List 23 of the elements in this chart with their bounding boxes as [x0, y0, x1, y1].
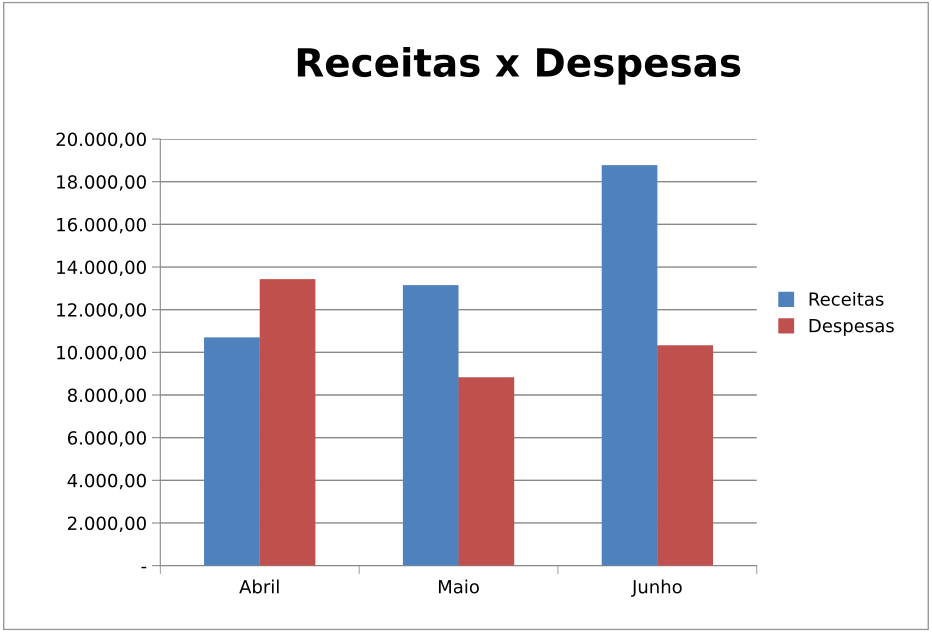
y-tick-label: 6.000,00	[68, 431, 146, 447]
y-tick-label: 4.000,00	[68, 474, 146, 490]
bar	[657, 345, 714, 566]
y-tick-label: 2.000,00	[68, 516, 146, 532]
x-tick-label: Abril	[239, 580, 279, 594]
y-tick-label: 20.000,00	[56, 132, 146, 148]
x-tick-label: Maio	[438, 580, 479, 594]
y-tick-label: 16.000,00	[57, 218, 146, 234]
bar	[204, 337, 260, 566]
y-tick-label: 18.000,00	[57, 175, 146, 191]
legend-label: Despesas	[810, 319, 894, 336]
bar	[602, 165, 658, 566]
y-tick-label: 12.000,00	[57, 303, 146, 319]
bar	[458, 377, 514, 566]
legend-label: Receitas	[810, 292, 884, 306]
y-tick-label: 10.000,00	[57, 346, 146, 362]
x-tick-label: Junho	[631, 580, 682, 597]
bar	[260, 279, 316, 566]
bar	[402, 285, 459, 566]
y-tick-label: 14.000,00	[57, 260, 146, 276]
y-tick-label: -	[141, 566, 146, 568]
y-tick-label: 8.000,00	[68, 388, 146, 404]
chart-title: Receitas x Despesas	[298, 46, 740, 85]
